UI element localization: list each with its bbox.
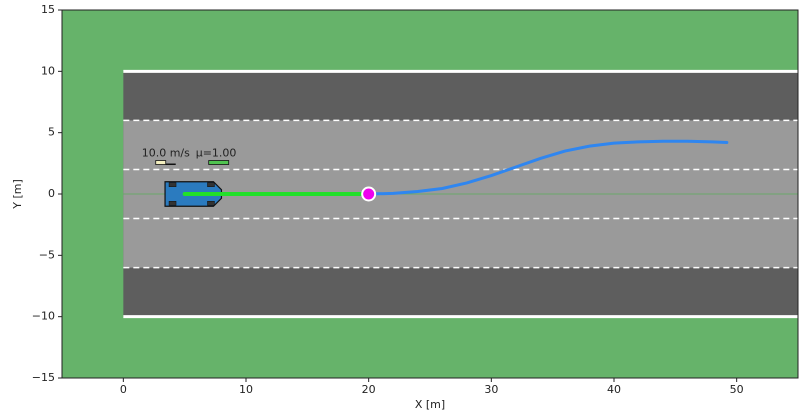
- x-tick-label: 50: [730, 383, 744, 396]
- indicator-track: [165, 163, 176, 166]
- y-tick-label: 15: [41, 3, 55, 16]
- wheel: [207, 201, 215, 206]
- y-axis-label: Y [m]: [11, 179, 24, 210]
- y-tick-label: 0: [48, 187, 55, 200]
- indicator-bar: [208, 160, 230, 165]
- y-tick-label: −5: [39, 248, 55, 261]
- x-tick-label: 40: [607, 383, 621, 396]
- wheel: [168, 201, 177, 206]
- x-axis-label: X [m]: [415, 398, 445, 411]
- y-tick-label: −10: [32, 310, 55, 323]
- y-tick-label: −15: [32, 371, 55, 384]
- indicator-bar: [155, 160, 167, 165]
- target-point: [361, 186, 377, 202]
- wheel: [207, 182, 215, 187]
- x-tick-label: 10: [239, 383, 253, 396]
- y-tick-label: 5: [48, 126, 55, 139]
- wheel: [168, 182, 177, 187]
- path-line: [367, 139, 729, 196]
- annotation: μ=1.00: [196, 147, 237, 160]
- x-tick-label: 20: [362, 383, 376, 396]
- annotation: 10.0 m/s: [142, 147, 190, 160]
- x-tick-label: 0: [120, 383, 127, 396]
- x-tick-label: 30: [484, 383, 498, 396]
- y-tick-label: 10: [41, 64, 55, 77]
